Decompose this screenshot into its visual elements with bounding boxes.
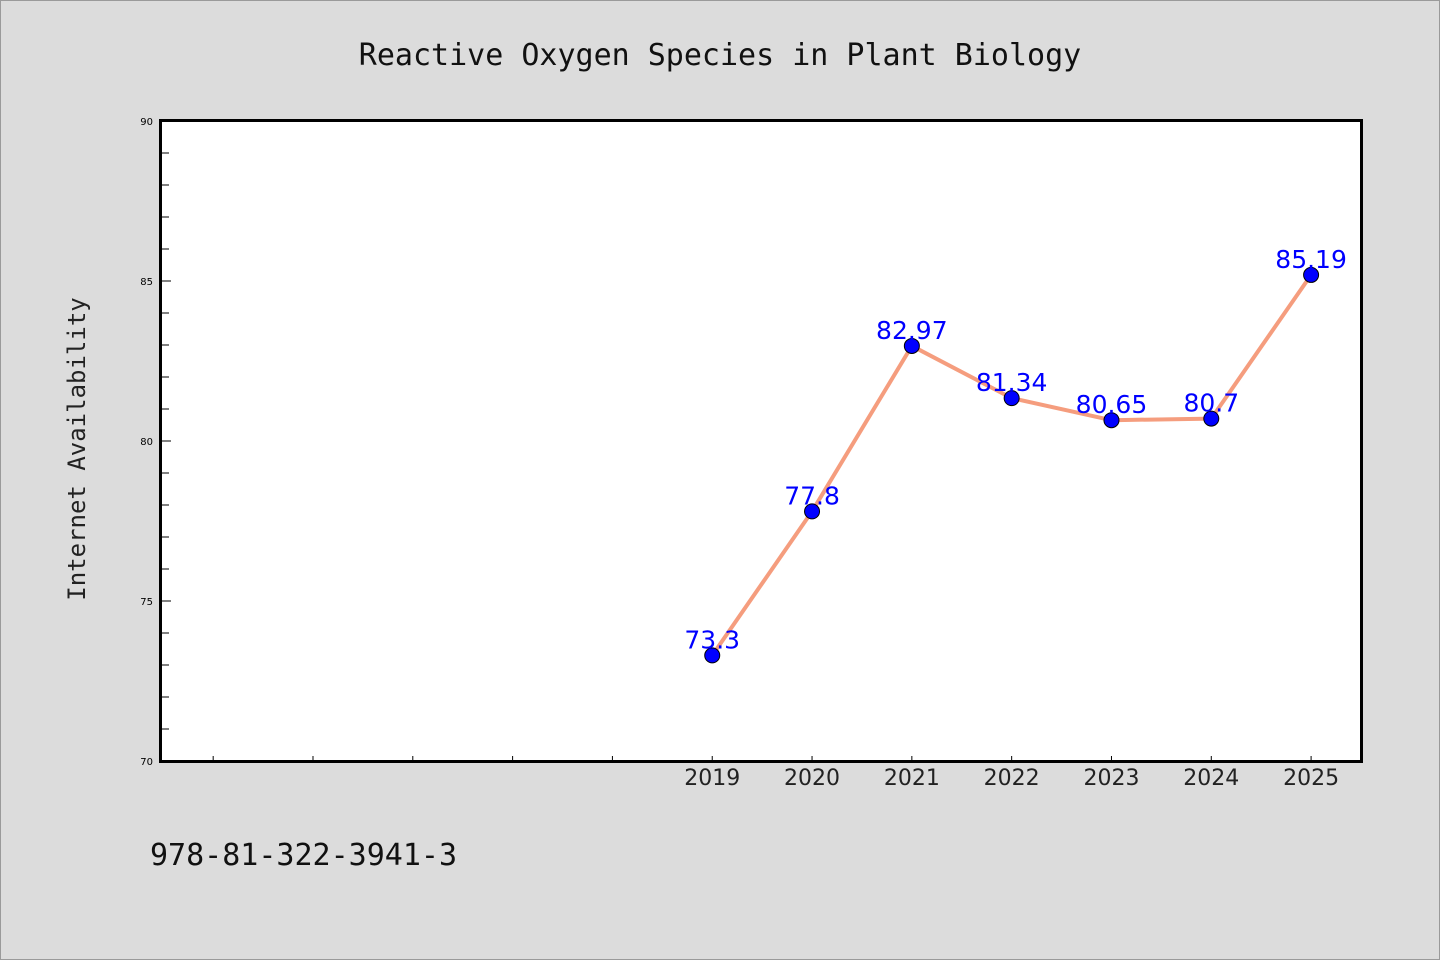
plot-frame [159, 119, 1363, 763]
series-layer: 73.3 77.8 82.97 81.34 80.65 80.7 85.19 [684, 245, 1347, 664]
data-point [804, 503, 821, 520]
y-tick-label: 85 [140, 277, 153, 288]
data-point [1103, 412, 1120, 429]
axis-ticks: 70 75 80 85 90 2019 2020 2021 2022 2023 2024 2025 [140, 117, 1339, 791]
x-tick-label: 2019 [684, 766, 740, 791]
plot-area [160, 120, 1362, 762]
data-label: 77.8 [784, 481, 840, 510]
y-tick-label: 90 [140, 117, 153, 128]
data-label: 80.65 [1076, 390, 1148, 419]
data-label: 73.3 [684, 625, 740, 654]
x-tick-label: 2022 [984, 766, 1040, 791]
y-tick-label: 75 [140, 597, 153, 608]
y-tick-label: 80 [140, 437, 153, 448]
x-tick-label: 2025 [1283, 766, 1339, 791]
x-tick-label: 2024 [1183, 766, 1239, 791]
data-point [1203, 410, 1220, 427]
x-tick-label: 2021 [884, 766, 940, 791]
data-label: 82.97 [876, 316, 948, 345]
y-tick-label: 70 [140, 757, 153, 768]
y-axis-label: Internet Availability [63, 297, 91, 600]
data-label: 85.19 [1275, 245, 1347, 274]
chart-title: Reactive Oxygen Species in Plant Biology [359, 38, 1081, 73]
x-tick-label: 2023 [1083, 766, 1139, 791]
x-tick-label: 2020 [784, 766, 840, 791]
isbn-code: 978-81-322-3941-3 [150, 838, 457, 873]
data-point [1303, 266, 1320, 283]
data-point [903, 337, 920, 354]
data-label: 81.34 [976, 368, 1048, 397]
data-point [1003, 390, 1020, 407]
data-point [704, 647, 721, 664]
data-label: 80.7 [1183, 389, 1239, 418]
